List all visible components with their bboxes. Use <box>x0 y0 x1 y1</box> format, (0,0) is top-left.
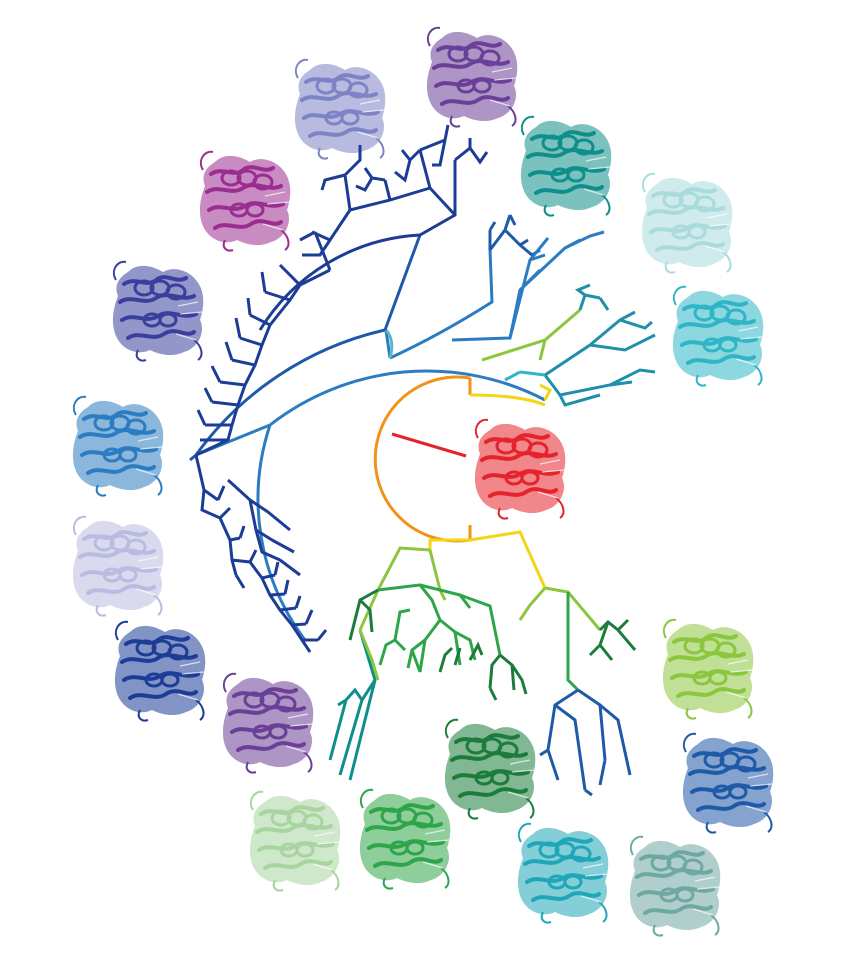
navy-inner-arc <box>258 233 421 331</box>
structure-green-icon <box>357 787 453 891</box>
structure-pale-cyan-icon <box>639 171 735 275</box>
structure-purple-bottom-icon <box>220 671 316 775</box>
root-branch <box>391 432 467 458</box>
structure-cyan-icon <box>670 284 766 388</box>
cyan-upper-branch <box>504 370 546 382</box>
dark-green-lower-clade <box>348 588 528 701</box>
root-arc <box>373 375 471 543</box>
tree-branches <box>189 124 656 797</box>
structure-lavender-icon <box>292 57 388 161</box>
structure-navy-icon <box>112 619 208 723</box>
yellow-upper-join <box>539 383 553 401</box>
blue-right-lower-clade <box>539 688 632 797</box>
green-middle-links <box>378 608 411 666</box>
structure-magenta-icon <box>197 149 293 253</box>
upper-stem <box>469 393 546 407</box>
green-right-lower <box>566 592 580 692</box>
structure-pale-green-icon <box>247 789 343 893</box>
teal-lower-left <box>328 629 377 781</box>
teal-upper-clade <box>543 283 656 407</box>
blue-clade-arc-lower <box>256 424 307 641</box>
blue-clade-arc <box>269 369 546 427</box>
structure-blue-icon <box>70 394 166 498</box>
blue-top-right-clade <box>488 214 541 257</box>
structure-lime-icon <box>660 617 756 721</box>
green-lower-clade <box>377 583 502 673</box>
lime-lower-left <box>358 629 380 681</box>
reference-structure-icon <box>472 417 568 521</box>
blue-spikes <box>451 230 605 342</box>
lime-right-lower <box>518 586 602 631</box>
dark-green-right-lower <box>588 618 637 661</box>
structure-cyan-bottom-icon <box>515 821 611 925</box>
blue-clade-upper-branch <box>389 249 494 360</box>
structure-sage-icon <box>627 834 723 938</box>
blue-clade-spokes <box>195 329 392 457</box>
structure-pale-lavender-icon <box>70 514 166 618</box>
navy-lower-comb-2 <box>226 478 301 577</box>
structure-indigo-icon <box>110 259 206 363</box>
lower-stem <box>428 530 547 589</box>
navy-arc <box>194 328 386 456</box>
structure-teal-icon <box>518 114 614 218</box>
navy-top-fan <box>302 124 489 257</box>
structure-purple-top-icon <box>424 25 520 129</box>
structure-dark-green-icon <box>442 717 538 821</box>
navy-upper-comb <box>195 230 332 457</box>
navy-lower-comb <box>194 454 328 653</box>
structure-mid-blue-icon <box>680 731 776 835</box>
teal-link <box>384 328 394 359</box>
lime-upper <box>481 308 581 362</box>
